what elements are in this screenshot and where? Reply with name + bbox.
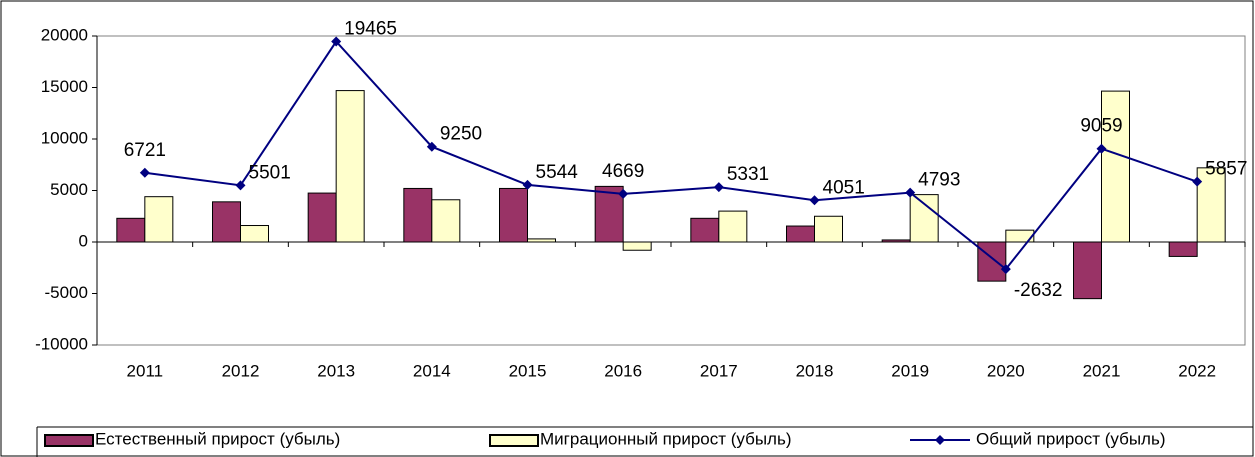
x-tick-label: 2020 — [987, 361, 1025, 380]
bar — [718, 210, 748, 243]
bar — [212, 201, 241, 243]
x-tick-label: 2015 — [509, 361, 547, 380]
bar — [1196, 167, 1226, 243]
x-tick-label: 2013 — [317, 361, 355, 380]
bar — [594, 185, 624, 243]
plot-area: -10000 -5000 0 5000 10000 15000 20000 2011 2012 2… — [35, 19, 1247, 381]
bar — [307, 192, 337, 243]
marker — [618, 188, 629, 199]
marker — [235, 180, 246, 191]
marker — [713, 182, 724, 193]
bar — [1073, 241, 1102, 300]
x-tick-label: 2022 — [1178, 361, 1216, 380]
bar — [403, 187, 433, 243]
line — [144, 39, 1198, 271]
y-tick-label: 15000 — [41, 77, 88, 96]
data-label: 5857 — [1205, 159, 1247, 180]
data-label: 4669 — [602, 161, 644, 182]
bar — [116, 217, 146, 243]
data-label: 6721 — [124, 140, 166, 161]
bar — [1005, 229, 1035, 243]
x-tick-label: 2017 — [700, 361, 738, 380]
x-tick-label: 2018 — [796, 361, 834, 380]
y-tick-label: -5000 — [45, 283, 88, 302]
legend-label: Естественный прирост (убыль) — [95, 429, 340, 448]
bar — [431, 199, 461, 243]
marker — [1096, 143, 1107, 154]
y-tick-label: -10000 — [35, 334, 88, 353]
marker — [139, 167, 150, 178]
data-label: 9250 — [440, 124, 482, 145]
bar — [499, 187, 528, 243]
bar — [335, 90, 365, 243]
legend-label: Миграционный прирост (убыль) — [540, 429, 792, 448]
data-label: 9059 — [1080, 116, 1122, 137]
marker — [522, 179, 533, 190]
y-tick-label: 10000 — [41, 128, 88, 147]
bar — [814, 215, 843, 243]
marker — [426, 141, 437, 152]
data-label: 4051 — [823, 177, 865, 198]
legend-swatch — [489, 434, 539, 447]
data-label: 5501 — [249, 162, 291, 183]
y-tick-label: 5000 — [50, 180, 88, 199]
bar — [144, 196, 174, 243]
marker — [905, 187, 916, 198]
data-label: -2632 — [1014, 280, 1063, 301]
x-tick-label: 2011 — [127, 361, 164, 380]
marker — [809, 195, 820, 206]
legend-swatch — [44, 434, 94, 447]
x-tick-label: 2014 — [413, 361, 451, 380]
legend-swatch — [935, 435, 945, 445]
y-tick-label: 20000 — [41, 25, 88, 44]
bar — [527, 238, 556, 243]
x-tick-label: 2016 — [604, 361, 642, 380]
data-label: 5544 — [536, 162, 579, 183]
marker — [331, 36, 342, 47]
bar — [977, 241, 1007, 282]
data-label: 19465 — [344, 19, 397, 40]
bar — [881, 239, 911, 243]
bar — [622, 241, 652, 251]
x-tick-label: 2021 — [1083, 361, 1121, 380]
bar — [786, 225, 815, 243]
marker — [1000, 264, 1011, 275]
y-tick-label: 0 — [79, 231, 88, 250]
marker — [1192, 176, 1203, 187]
x-tick-label: 2019 — [891, 361, 929, 380]
bar — [1101, 90, 1130, 243]
data-label: 4793 — [918, 170, 960, 191]
legend: Естественный прирост (убыль) Миграционный… — [44, 429, 1165, 448]
bar — [690, 217, 720, 243]
x-tick-label: 2012 — [222, 361, 260, 380]
bar — [909, 194, 939, 243]
data-label: 5331 — [727, 164, 769, 185]
legend-label: Общий прирост (убыль) — [976, 429, 1165, 448]
bar — [240, 225, 269, 243]
bar — [1168, 241, 1198, 257]
